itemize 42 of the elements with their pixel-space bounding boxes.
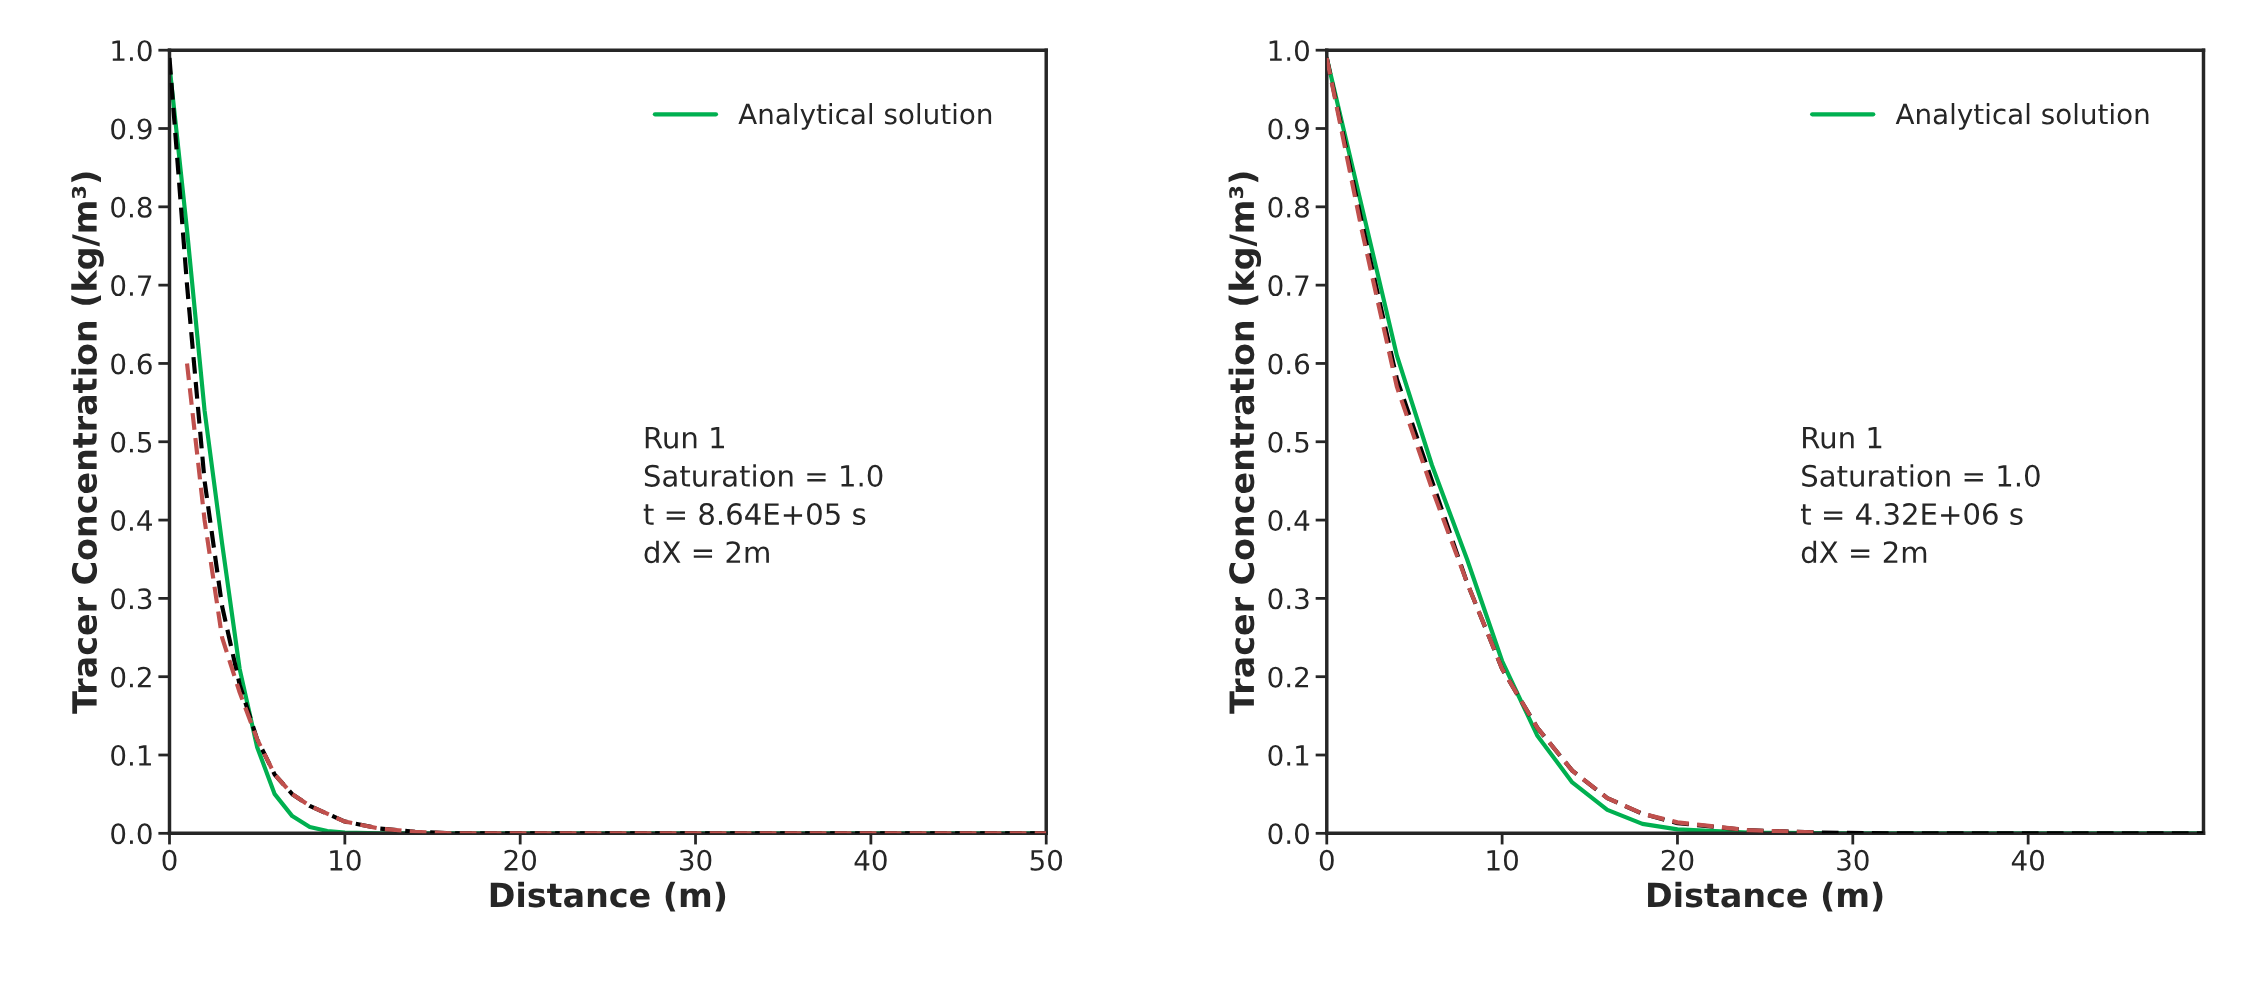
- y-axis-title: Tracer Concentration (kg/m³): [1228, 172, 1262, 714]
- x-axis-title: Distance (m): [490, 881, 726, 912]
- x-tick-label: 40: [2011, 849, 2044, 871]
- y-tick-label: 0.7: [1268, 275, 1309, 297]
- y-tick-label: 0.2: [1268, 666, 1309, 688]
- y-tick-label: 0.5: [111, 431, 152, 453]
- x-tick-label: 10: [1487, 849, 1518, 871]
- y-tick-label: 1.0: [1269, 40, 1309, 62]
- y-tick-label: 0.4: [1268, 510, 1310, 532]
- y-tick-label: 0.5: [1268, 431, 1309, 453]
- legend-label: Analytical solution: [1895, 102, 2149, 130]
- annotation: Run 1 Saturation = 1.0 t = 4.32E+06 s dX = 2m: [1800, 427, 2040, 564]
- line-series: [184, 361, 1047, 834]
- y-tick-label: 1.0: [112, 40, 152, 62]
- y-tick-label: 0.9: [111, 118, 152, 140]
- y-tick-label: 0.1: [111, 744, 151, 766]
- x-tick-label: 30: [1837, 849, 1869, 871]
- y-tick-label: 0.8: [1268, 196, 1309, 218]
- y-tick-label: 0.0: [111, 823, 152, 845]
- legend-label: Analytical solution: [738, 102, 992, 130]
- x-tick-label: 20: [1661, 849, 1694, 871]
- y-tick-label: 0.7: [111, 275, 152, 297]
- x-tick-label: 20: [504, 849, 537, 871]
- annotation: Run 1 Saturation = 1.0 t = 8.64E+05 s dX = 2m: [643, 427, 883, 564]
- y-tick-label: 0.6: [111, 353, 152, 375]
- y-tick-label: 0.8: [111, 196, 152, 218]
- x-tick-label: 30: [679, 849, 712, 871]
- y-tick-label: 0.9: [1268, 118, 1309, 140]
- x-tick-label: 40: [854, 849, 887, 871]
- x-tick-label: 0: [1319, 849, 1334, 871]
- y-tick-label: 0.1: [1268, 744, 1309, 766]
- y-tick-label: 0.3: [1268, 588, 1309, 610]
- x-tick-label: 50: [1030, 849, 1063, 871]
- y-tick-label: 0.3: [111, 588, 152, 610]
- x-axis-title: Distance (m): [1648, 881, 1883, 912]
- x-tick-label: 10: [330, 849, 361, 871]
- y-axis-title: Tracer Concentration (kg/m³): [71, 172, 104, 714]
- y-tick-label: 0.2: [111, 666, 151, 688]
- x-tick-label: 0: [162, 849, 177, 871]
- y-tick-label: 0.4: [111, 510, 152, 532]
- y-tick-label: 0.0: [1268, 823, 1309, 845]
- y-tick-label: 0.6: [1268, 353, 1310, 375]
